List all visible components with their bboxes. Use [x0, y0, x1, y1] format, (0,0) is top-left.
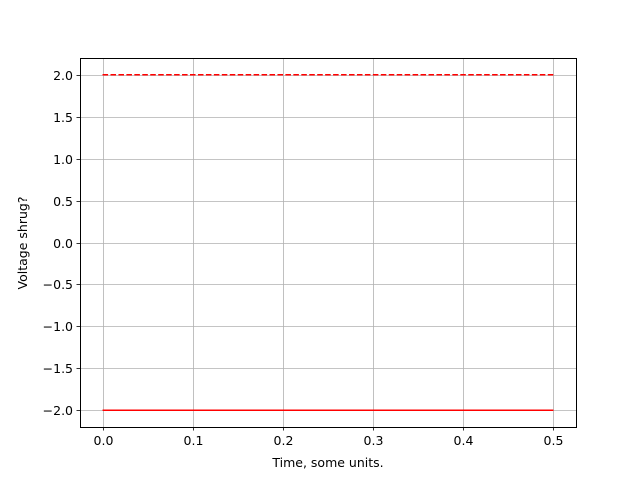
- y-axis-label: Voltage shrug?: [15, 197, 30, 290]
- y-tick-label: −2.0: [43, 403, 73, 418]
- x-tick-label: 0.0: [94, 433, 114, 448]
- x-tick-label: 0.1: [184, 433, 204, 448]
- x-tick-label: 0.2: [274, 433, 294, 448]
- y-tick-label: −1.0: [43, 319, 73, 334]
- x-tick-label: 0.4: [454, 433, 474, 448]
- y-axis: −2.0 −1.5 −1.0 −0.5 0.0 0.5 1.0 1.5 2.0: [43, 68, 80, 418]
- y-tick-label: 1.0: [53, 152, 73, 167]
- y-tick-label: 1.5: [53, 110, 73, 125]
- y-tick-label: −0.5: [43, 277, 73, 292]
- x-tick-label: 0.5: [544, 433, 564, 448]
- x-axis: 0.0 0.1 0.2 0.3 0.4 0.5: [94, 427, 564, 448]
- y-tick-label: 0.5: [53, 194, 73, 209]
- y-tick-label: −1.5: [43, 361, 73, 376]
- series-group: [102, 74, 554, 411]
- x-tick-label: 0.3: [364, 433, 384, 448]
- x-axis-label: Time, some units.: [271, 455, 383, 470]
- y-tick-label: 2.0: [53, 68, 73, 83]
- plot-frame: [80, 58, 577, 428]
- y-tick-label: 0.0: [53, 236, 73, 251]
- grid: [80, 58, 576, 427]
